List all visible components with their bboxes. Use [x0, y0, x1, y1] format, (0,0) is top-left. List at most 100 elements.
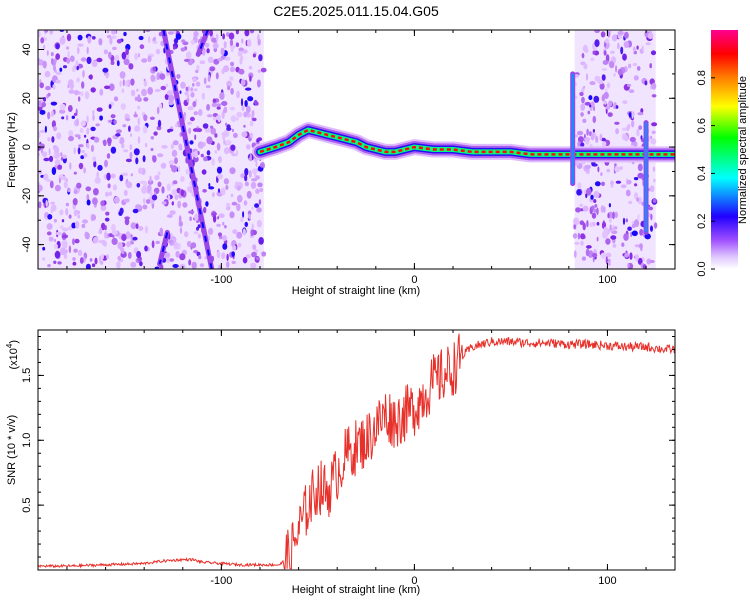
noise-blob — [636, 197, 640, 202]
noise-blob — [583, 189, 587, 194]
noise-blob — [617, 68, 623, 76]
noise-blob — [579, 91, 584, 97]
noise-blob — [220, 187, 226, 196]
noise-blob — [86, 127, 90, 135]
noise-blob — [40, 37, 45, 44]
noise-blob — [132, 208, 139, 214]
noise-blob — [237, 50, 243, 57]
noise-blob — [47, 214, 53, 220]
noise-blob — [626, 83, 632, 87]
noise-blob — [180, 47, 186, 52]
noise-blob — [167, 194, 171, 201]
noise-blob — [76, 77, 80, 83]
noise-blob — [111, 30, 117, 35]
noise-blob — [640, 108, 644, 113]
noise-blob — [235, 181, 238, 189]
noise-blob — [150, 147, 154, 152]
noise-blob — [615, 105, 619, 109]
noise-blob — [167, 128, 174, 132]
noise-blob — [206, 104, 211, 111]
noise-blob — [650, 138, 657, 145]
noise-blob — [199, 263, 205, 268]
noise-blob — [63, 241, 68, 249]
noise-blob — [77, 147, 81, 155]
noise-blob — [155, 48, 161, 55]
noise-blob — [244, 100, 248, 107]
noise-blob — [197, 151, 200, 155]
noise-blob — [243, 124, 246, 128]
noise-blob — [67, 188, 71, 193]
noise-blob — [73, 209, 78, 217]
noise-blob — [592, 252, 598, 258]
noise-blob — [47, 137, 51, 142]
noise-blob — [169, 210, 176, 216]
noise-blob — [184, 58, 190, 63]
noise-blob — [63, 181, 68, 189]
noise-blob — [583, 85, 586, 89]
snr-multiplier: (x104) — [5, 340, 20, 370]
noise-blob — [626, 179, 632, 185]
noise-blob — [192, 77, 197, 83]
noise-blob — [180, 81, 186, 89]
noise-blob — [93, 188, 99, 196]
noise-blob — [179, 227, 183, 234]
noise-blob — [154, 266, 160, 269]
noise-blob — [75, 221, 80, 229]
noise-blob — [76, 182, 82, 189]
noise-blob — [88, 75, 93, 79]
noise-blob — [146, 199, 151, 204]
noise-blob — [171, 165, 178, 173]
noise-blob — [119, 207, 124, 215]
noise-blob — [226, 206, 231, 211]
noise-blob — [636, 128, 640, 137]
noise-blob — [108, 119, 113, 123]
noise-blob — [147, 87, 153, 95]
noise-blob — [198, 254, 202, 260]
noise-blob — [48, 148, 51, 156]
noise-blob — [649, 185, 655, 193]
noise-blob — [585, 248, 590, 257]
noise-blob — [652, 166, 655, 172]
noise-blob — [170, 143, 174, 150]
noise-blob — [47, 111, 51, 120]
noise-blob — [60, 157, 64, 161]
noise-blob — [645, 42, 651, 46]
noise-blob — [633, 192, 639, 200]
noise-blob — [137, 94, 141, 100]
noise-blob — [613, 73, 616, 77]
noise-blob — [611, 34, 618, 42]
noise-blob — [69, 55, 75, 62]
colorbar-tick-label: 0.2 — [696, 214, 708, 229]
noise-blob — [106, 34, 112, 39]
noise-blob — [133, 148, 140, 156]
noise-blob — [584, 101, 591, 106]
noise-blob — [184, 231, 189, 238]
noise-blob — [68, 135, 74, 142]
noise-blob — [236, 90, 240, 99]
noise-blob — [226, 127, 232, 131]
noise-blob — [241, 131, 248, 138]
noise-blob — [596, 221, 600, 226]
noise-blob — [651, 130, 656, 134]
noise-blob — [61, 116, 65, 120]
noise-blob — [123, 189, 128, 196]
noise-blob — [189, 140, 194, 145]
noise-blob — [576, 189, 582, 196]
snr-line — [38, 333, 675, 570]
y-tick-label: -40 — [21, 237, 33, 253]
noise-blob — [632, 62, 638, 67]
noise-blob — [236, 231, 243, 239]
noise-blob — [83, 134, 87, 138]
noise-blob — [209, 30, 213, 37]
noise-blob — [615, 180, 622, 184]
noise-blob — [620, 46, 624, 55]
noise-blob — [231, 128, 234, 133]
noise-blob — [572, 233, 578, 239]
noise-blob — [203, 206, 207, 214]
noise-blob — [145, 142, 148, 148]
noise-blob — [115, 129, 122, 134]
noise-blob — [175, 250, 180, 258]
noise-blob — [46, 50, 49, 56]
noise-blob — [220, 47, 225, 56]
noise-blob — [256, 207, 262, 213]
